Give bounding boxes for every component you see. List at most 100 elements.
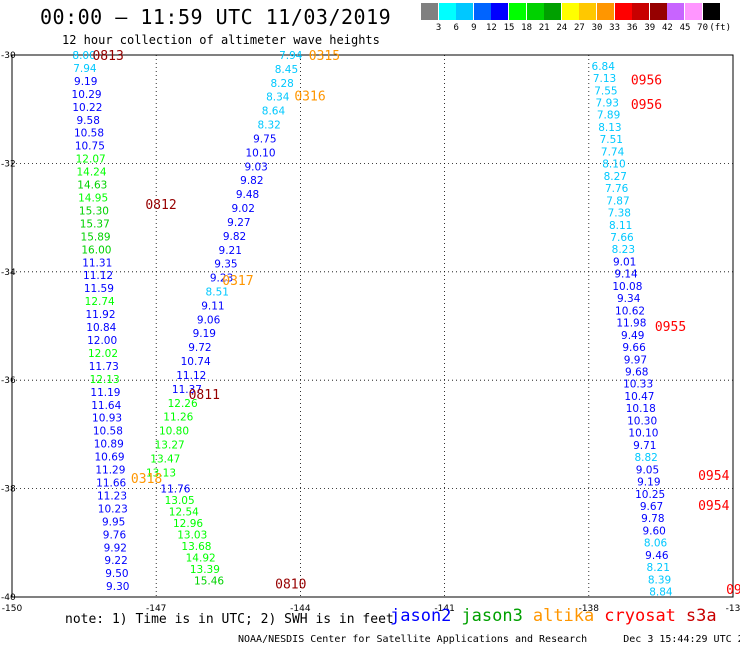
scale-label: 45 — [679, 23, 691, 33]
wave-height-value: 9.14 — [614, 269, 638, 281]
x-tick-label: -138 — [579, 604, 600, 614]
pass-time-label: 0810 — [275, 577, 306, 592]
wave-height-value: 7.93 — [596, 98, 619, 110]
wave-height-value: 14.95 — [78, 193, 108, 205]
wave-height-value: 10.84 — [86, 322, 116, 334]
wave-height-value: 11.73 — [89, 361, 119, 373]
wave-height-value: 11.12 — [176, 370, 206, 382]
wave-height-value: 15.89 — [81, 231, 111, 243]
wave-height-value: 10.10 — [245, 147, 275, 159]
y-tick-label: -34 — [1, 268, 16, 278]
wave-height-value: 8.64 — [262, 106, 286, 118]
wave-height-value: 10.30 — [627, 415, 657, 427]
wave-height-value: 11.19 — [90, 387, 120, 399]
footnote: note: 1) Time is in UTC; 2) SWH is in fe… — [65, 612, 394, 627]
wave-height-value: 8.13 — [598, 122, 621, 134]
wave-height-value: 13.05 — [165, 495, 195, 507]
wave-height-value: 9.58 — [77, 115, 100, 127]
wave-height-value: 9.95 — [102, 516, 125, 528]
scale-swatch — [509, 3, 526, 20]
wave-height-value: 8.28 — [270, 78, 293, 90]
wave-height-value: 6.84 — [592, 61, 616, 73]
wave-height-value: 11.98 — [616, 318, 646, 330]
wave-height-value: 11.64 — [91, 400, 121, 412]
wave-height-value: 12.00 — [87, 335, 117, 347]
scale-swatch — [491, 3, 509, 20]
wave-height-value: 15.37 — [80, 218, 110, 230]
wave-height-value: 8.84 — [649, 587, 673, 599]
wave-height-value: 10.10 — [628, 428, 658, 440]
wave-height-value: 14.92 — [186, 553, 216, 565]
wave-height-value: 9.02 — [232, 203, 255, 215]
wave-height-value: 10.08 — [612, 281, 642, 293]
wave-height-value: 9.50 — [105, 568, 128, 580]
wave-height-value: 10.75 — [75, 141, 105, 153]
wave-height-value: 10.89 — [94, 439, 124, 451]
wave-height-value: 10.25 — [635, 489, 665, 501]
wave-height-value: 9.27 — [227, 217, 250, 229]
wave-height-value: 9.60 — [642, 525, 665, 537]
wave-height-value: 13.47 — [150, 453, 180, 465]
wave-height-value: 10.74 — [181, 356, 211, 368]
wave-height-value: 8.45 — [275, 64, 298, 76]
scale-label: (ft) — [709, 23, 732, 33]
wave-height-value: 14.24 — [76, 167, 106, 179]
wave-height-value: 15.46 — [194, 576, 224, 588]
wave-height-value: 11.29 — [95, 465, 125, 477]
wave-height-value: 11.59 — [84, 283, 114, 295]
wave-height-value: 9.19 — [637, 477, 660, 489]
wave-height-value: 7.55 — [594, 85, 617, 97]
wave-height-value: 9.01 — [613, 256, 636, 268]
pass-time-label: 0317 — [222, 274, 253, 289]
wave-height-value: 11.31 — [82, 257, 112, 269]
pass-time-label: 0956 — [631, 73, 662, 88]
wave-height-value: 15.30 — [79, 205, 109, 217]
legend-item: cryosat — [604, 606, 676, 626]
y-tick-label: -38 — [1, 485, 16, 495]
chart-title: 00:00 – 11:59 UTC 11/03/2019 — [40, 5, 392, 29]
wave-height-value: 9.71 — [633, 440, 656, 452]
pass-time-label: 0954 — [698, 499, 729, 514]
pass-time-label: 0315 — [309, 49, 340, 64]
wave-height-value: 9.22 — [104, 555, 127, 567]
wave-height-value: 9.05 — [636, 464, 659, 476]
wave-height-value: 9.97 — [624, 354, 647, 366]
scale-swatch — [702, 3, 720, 20]
scale-swatch — [614, 3, 632, 20]
legend-item: altika — [532, 606, 595, 626]
wave-height-value: 12.96 — [173, 518, 203, 530]
scale-swatch — [561, 3, 579, 20]
wave-height-value: 9.19 — [193, 328, 216, 340]
wave-height-value: 11.92 — [85, 309, 115, 321]
wave-height-value: 9.35 — [214, 259, 237, 271]
scale-label: 39 — [644, 23, 656, 33]
wave-height-value: 10.80 — [159, 426, 189, 438]
wave-height-value: 9.23 — [210, 273, 233, 285]
scale-swatch — [632, 3, 650, 20]
pass-time-label: 0954 — [698, 469, 729, 484]
wave-height-value: 8.34 — [266, 92, 290, 104]
scale-swatch — [667, 3, 685, 20]
wave-height-value: 10.29 — [72, 89, 102, 101]
y-tick-label: -36 — [1, 376, 16, 386]
wave-height-value: 8.23 — [612, 244, 635, 256]
wave-height-value: 8.00 — [72, 50, 95, 62]
wave-height-value: 12.02 — [88, 348, 118, 360]
wave-height-value: 9.30 — [106, 581, 129, 593]
scale-swatch — [597, 3, 614, 20]
wave-height-value: 7.51 — [600, 134, 623, 146]
legend-item: jason2 — [390, 606, 452, 626]
x-tick-label: -141 — [434, 604, 454, 614]
legend-item: jason3 — [461, 606, 523, 626]
wave-height-value: 10.69 — [95, 452, 125, 464]
pass-time-label: 0318 — [131, 472, 162, 487]
wave-height-value: 9.67 — [640, 501, 663, 513]
y-tick-label: -30 — [1, 51, 16, 61]
wave-height-value: 9.21 — [219, 245, 242, 257]
wave-height-value: 12.13 — [90, 374, 120, 386]
wave-height-value: 12.54 — [169, 507, 199, 519]
scale-label: 18 — [521, 23, 533, 33]
wave-height-value: 9.82 — [240, 175, 263, 187]
wave-height-value: 7.76 — [605, 183, 629, 195]
scale-label: 36 — [626, 23, 638, 33]
